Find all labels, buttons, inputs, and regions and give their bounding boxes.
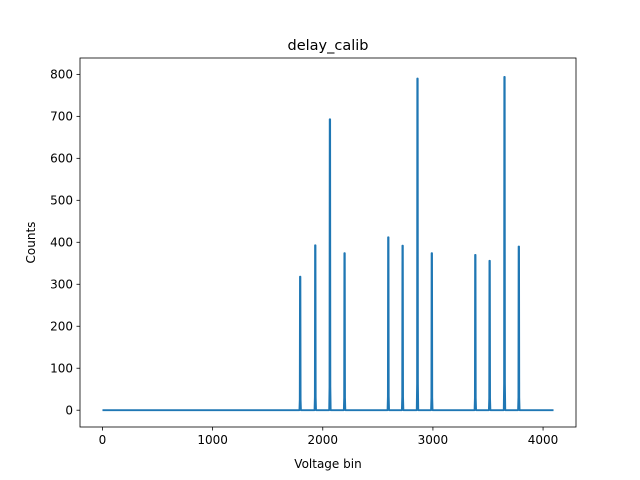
y-tick-label: 600 [50, 152, 73, 166]
y-tick-label: 100 [50, 362, 73, 376]
y-tick-label: 200 [50, 320, 73, 334]
x-tick-label: 2000 [307, 433, 338, 447]
x-tick-label: 0 [99, 433, 107, 447]
y-tick-label: 400 [50, 236, 73, 250]
series-path [102, 75, 554, 412]
series-line [102, 75, 554, 412]
x-axis: 0 1000 2000 3000 4000 [99, 427, 559, 447]
y-axis-label: Counts [24, 222, 38, 264]
y-axis: 0 100 200 300 400 500 600 700 800 [50, 68, 80, 418]
y-tick-label: 500 [50, 194, 73, 208]
x-tick-label: 1000 [197, 433, 228, 447]
x-axis-label: Voltage bin [294, 457, 361, 471]
y-tick-label: 0 [65, 404, 73, 418]
x-tick-label: 4000 [528, 433, 559, 447]
y-tick-label: 700 [50, 110, 73, 124]
chart-title: delay_calib [288, 38, 369, 54]
y-tick-label: 300 [50, 278, 73, 292]
y-tick-label: 800 [50, 68, 73, 82]
x-tick-label: 3000 [418, 433, 449, 447]
